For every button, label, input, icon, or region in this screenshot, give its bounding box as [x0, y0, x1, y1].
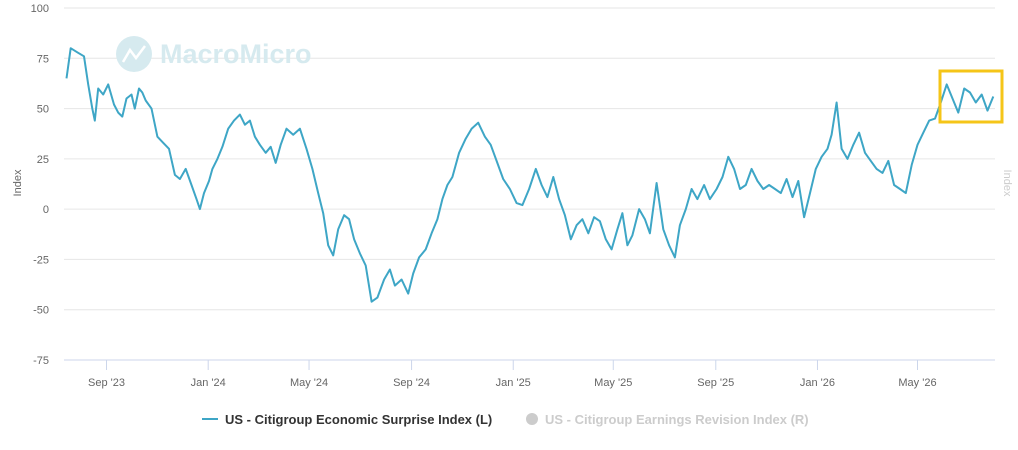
- grid-lines: [64, 7, 995, 361]
- legend-item-economic-surprise[interactable]: US - Citigroup Economic Surprise Index (…: [202, 412, 492, 427]
- y-tick-label: -50: [33, 305, 49, 317]
- x-tick-label: May '26: [898, 377, 936, 389]
- y-tick-label: -25: [33, 254, 49, 266]
- x-tick-label: Jan '25: [496, 377, 531, 389]
- legend-label-earnings-revision[interactable]: US - Citigroup Earnings Revision Index (…: [545, 412, 809, 427]
- y-tick-label: 100: [31, 3, 49, 15]
- y-tick-label: -75: [33, 355, 49, 367]
- y-axis-left: 100 75 50 25 0 -25 -50 -75: [31, 3, 49, 367]
- y-axis-right-title: Index: [1001, 170, 1013, 197]
- x-tick-label: May '24: [290, 377, 328, 389]
- legend-item-earnings-revision[interactable]: US - Citigroup Earnings Revision Index (…: [526, 412, 809, 427]
- watermark-logo-mark: [121, 45, 146, 63]
- watermark: MacroMicro: [116, 36, 312, 72]
- highlight-box: [938, 69, 1004, 124]
- y-tick-label: 25: [37, 154, 49, 166]
- legend-label-economic-surprise[interactable]: US - Citigroup Economic Surprise Index (…: [225, 412, 492, 427]
- legend-dot-earnings-revision: [526, 413, 538, 425]
- x-axis: Sep '23 Jan '24 May '24 Sep '24 Jan '25 May '…: [64, 359, 995, 389]
- x-tick-label: Sep '25: [697, 377, 734, 389]
- legend[interactable]: US - Citigroup Economic Surprise Index (…: [202, 412, 809, 427]
- x-tick-label: Sep '24: [393, 377, 430, 389]
- x-tick-label: Jan '24: [191, 377, 226, 389]
- x-tick-label: Sep '23: [88, 377, 125, 389]
- y-tick-label: 75: [37, 53, 49, 65]
- x-tick-label: Jan '26: [800, 377, 835, 389]
- x-tick-label: May '25: [594, 377, 632, 389]
- y-tick-label: 50: [37, 104, 49, 116]
- series-layer: [65, 47, 995, 303]
- y-axis-left-title: Index: [12, 169, 24, 196]
- watermark-text: MacroMicro: [160, 39, 312, 69]
- y-tick-label: 0: [43, 204, 49, 216]
- series-line-economic-surprise[interactable]: [65, 47, 995, 303]
